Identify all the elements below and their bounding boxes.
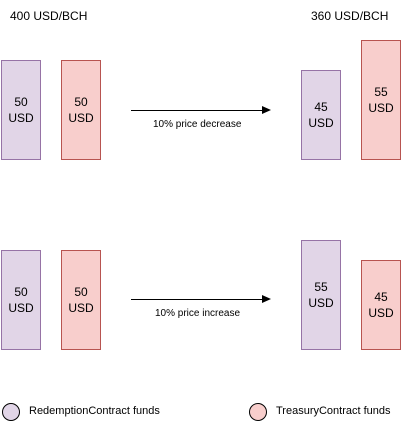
- legend-redemption-swatch: [2, 403, 20, 421]
- top-left-redemption-box: 50 USD: [1, 60, 41, 160]
- top-left-treasury-box: 50 USD: [61, 60, 101, 160]
- top-right-redemption-box: 45 USD: [301, 70, 341, 160]
- bottom-left-redemption-box: 50 USD: [1, 250, 41, 350]
- bottom-left-treasury-box: 50 USD: [61, 250, 101, 350]
- bottom-arrow: [131, 295, 271, 303]
- price-label-before: 400 USD/BCH: [10, 9, 88, 23]
- price-label-after: 360 USD/BCH: [311, 9, 389, 23]
- bottom-caption: 10% price increase: [155, 308, 241, 319]
- top-right-treasury-box: 55 USD: [361, 40, 401, 160]
- bottom-right-treasury-box: 45 USD: [361, 260, 401, 350]
- legend-redemption-label: RedemptionContract funds: [29, 405, 160, 417]
- bottom-right-redemption-box: 55 USD: [301, 240, 341, 350]
- top-caption: 10% price decrease: [153, 119, 242, 130]
- legend-treasury-swatch: [249, 403, 267, 421]
- legend-treasury-label: TreasuryContract funds: [276, 405, 391, 417]
- top-arrow: [131, 106, 271, 114]
